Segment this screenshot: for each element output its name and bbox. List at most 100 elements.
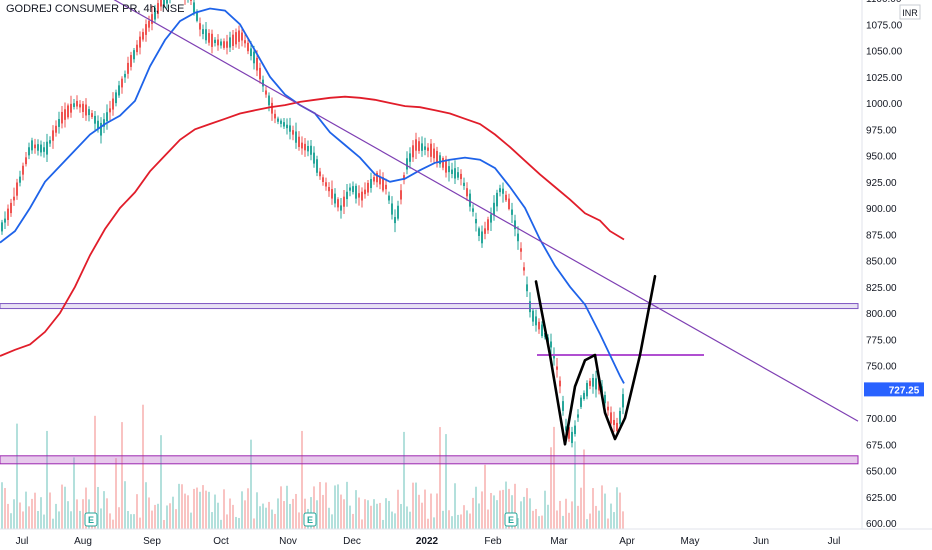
volume-bar — [295, 493, 297, 529]
volume-bar — [97, 486, 99, 529]
candle-body — [247, 42, 249, 52]
candle-body — [322, 177, 324, 183]
candle-body — [535, 316, 537, 326]
volume-bar — [214, 494, 216, 529]
volume-bar — [601, 485, 603, 529]
candle-body — [226, 41, 228, 48]
candle-body — [142, 32, 144, 40]
volume-bar — [79, 510, 81, 529]
volume-bar — [112, 519, 114, 529]
volume-bar — [274, 513, 276, 529]
candle-body — [613, 419, 615, 426]
volume-bar — [472, 497, 474, 529]
volume-bar — [220, 519, 222, 529]
y-tick-label: 950.00 — [866, 152, 897, 163]
volume-bar — [7, 503, 9, 529]
volume-bar — [550, 447, 552, 529]
x-tick-label: 2022 — [416, 536, 439, 547]
volume-bar — [352, 513, 354, 529]
candle-body — [502, 188, 504, 194]
candle-body — [505, 194, 507, 201]
volume-bar — [583, 449, 585, 529]
candle-body — [622, 394, 624, 408]
volume-bar — [415, 482, 417, 529]
volume-bar — [25, 491, 27, 529]
support-zone-band — [0, 455, 859, 465]
volume-bar — [511, 495, 513, 529]
y-tick-label: 775.00 — [866, 335, 897, 346]
y-tick-label: 975.00 — [866, 125, 897, 136]
volume-bar — [616, 487, 618, 529]
volume-bar — [409, 511, 411, 529]
candle-body — [34, 144, 36, 149]
volume-bar — [451, 516, 453, 529]
y-tick-label: 700.00 — [866, 414, 897, 425]
volume-bar — [226, 514, 228, 529]
volume-bar — [430, 493, 432, 529]
candle-body — [562, 401, 564, 411]
volume-bar — [181, 484, 183, 529]
volume-bar — [142, 404, 144, 529]
candle-body — [67, 105, 69, 118]
candle-body — [196, 12, 198, 21]
earnings-marker-label: E — [88, 515, 94, 525]
volume-bar — [406, 506, 408, 529]
volume-bar — [193, 488, 195, 529]
candle-body — [151, 14, 153, 24]
candle-body — [508, 198, 510, 210]
candle-body — [436, 150, 438, 163]
candle-body — [253, 51, 255, 64]
volume-bar — [145, 482, 147, 529]
volume-bar — [463, 505, 465, 529]
volume-bar — [49, 492, 51, 529]
candle-body — [319, 171, 321, 177]
volume-bar — [604, 493, 606, 529]
volume-bar — [448, 510, 450, 529]
volume-bar — [118, 507, 120, 529]
candle-body — [607, 406, 609, 411]
candle-body — [610, 412, 612, 424]
candle-body — [430, 143, 432, 157]
volume-bar — [280, 486, 282, 529]
y-tick-label: 925.00 — [866, 178, 897, 189]
candle-body — [13, 196, 15, 201]
volume-bar — [466, 510, 468, 529]
volume-bar — [547, 504, 549, 529]
volume-bar — [391, 511, 393, 529]
candle-body — [241, 32, 243, 41]
candle-body — [46, 141, 48, 155]
candle-body — [127, 62, 129, 74]
horizontal-levels — [0, 303, 859, 465]
volume-bar — [607, 518, 609, 529]
candle-body — [346, 191, 348, 200]
candle-body — [250, 48, 252, 57]
volume-bar — [358, 497, 360, 529]
volume-bar — [124, 481, 126, 529]
candle-body — [37, 144, 39, 151]
volume-bar — [259, 506, 261, 529]
candle-body — [40, 144, 42, 153]
volume-bar — [469, 513, 471, 529]
candle-body — [439, 155, 441, 165]
volume-bar — [373, 499, 375, 529]
candle-body — [202, 29, 204, 35]
candle-body — [88, 109, 90, 116]
candle-body — [229, 37, 231, 48]
volume-bar — [67, 501, 69, 529]
volume-bar — [163, 520, 165, 529]
volume-bar — [400, 504, 402, 529]
candle-body — [55, 125, 57, 133]
volume-bar — [490, 492, 492, 529]
volume-bar — [328, 507, 330, 529]
candle-body — [484, 228, 486, 234]
volume-bar — [10, 513, 12, 529]
candle-body — [352, 186, 354, 193]
candle-body — [478, 228, 480, 236]
volume-bar — [562, 515, 564, 529]
candle-body — [271, 102, 273, 114]
candle-body — [94, 115, 96, 124]
candle-body — [334, 193, 336, 204]
candle-body — [232, 34, 234, 47]
volume-bar — [454, 483, 456, 529]
